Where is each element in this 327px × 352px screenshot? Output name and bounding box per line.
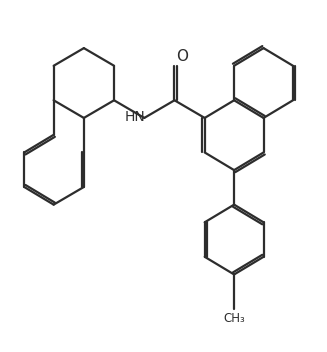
- Text: CH₃: CH₃: [223, 312, 245, 325]
- Text: O: O: [177, 49, 188, 64]
- Text: HN: HN: [124, 110, 145, 124]
